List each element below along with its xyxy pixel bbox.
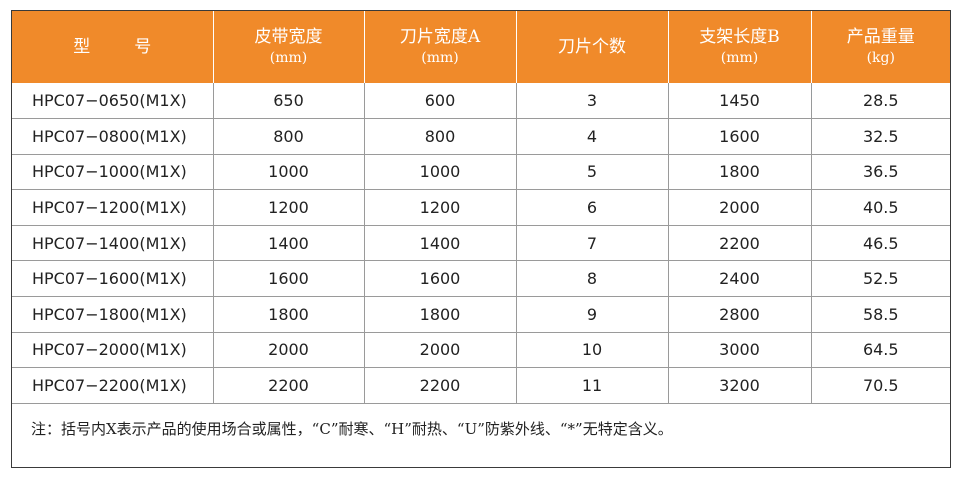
header-frame-length: 支架长度B (mm) — [668, 11, 812, 83]
cell-frame-length: 1600 — [668, 118, 812, 155]
table-row: HPC07−0800(M1X) 800 800 4 1600 32.5 — [12, 118, 950, 155]
cell-frame-length: 3200 — [668, 367, 812, 404]
cell-model: HPC07−1600(M1X) — [12, 260, 214, 298]
header-blade-count-label: 刀片个数 — [558, 37, 626, 57]
header-blade-count: 刀片个数 — [516, 11, 669, 83]
cell-blade-count: 9 — [516, 296, 669, 333]
cell-blade-width: 1200 — [364, 189, 517, 226]
cell-frame-length: 3000 — [668, 332, 812, 369]
footnote: 注：括号内X表示产品的使用场合或属性，“C”耐寒、“H”耐热、“U”防紫外线、“… — [31, 419, 673, 438]
header-frame-length-unit: (mm) — [720, 50, 759, 66]
cell-frame-length: 2200 — [668, 225, 812, 262]
cell-model: HPC07−1400(M1X) — [12, 225, 214, 262]
header-weight-label: 产品重量 — [846, 27, 915, 47]
cell-weight: 64.5 — [811, 332, 950, 369]
header-belt-width-unit: (mm) — [269, 50, 308, 66]
cell-blade-count: 11 — [516, 367, 669, 404]
cell-blade-width: 2000 — [364, 332, 517, 369]
cell-blade-count: 4 — [516, 118, 669, 155]
cell-weight: 40.5 — [811, 189, 950, 226]
header-frame-length-label: 支架长度B — [699, 27, 780, 47]
cell-model: HPC07−0650(M1X) — [12, 83, 214, 120]
header-weight: 产品重量 (kg) — [811, 11, 950, 83]
table-row: HPC07−1400(M1X) 1400 1400 7 2200 46.5 — [12, 225, 950, 262]
cell-model: HPC07−0800(M1X) — [12, 118, 214, 155]
cell-belt-width: 1000 — [213, 154, 365, 191]
cell-frame-length: 2400 — [668, 260, 812, 298]
table-row: HPC07−2200(M1X) 2200 2200 11 3200 70.5 — [12, 367, 950, 404]
table-row: HPC07−1200(M1X) 1200 1200 6 2000 40.5 — [12, 189, 950, 226]
header-belt-width-label: 皮带宽度 — [254, 27, 323, 47]
cell-blade-width: 1800 — [364, 296, 517, 333]
cell-blade-width: 2200 — [364, 367, 517, 404]
cell-belt-width: 800 — [213, 118, 365, 155]
cell-blade-width: 600 — [364, 83, 517, 120]
cell-weight: 52.5 — [811, 260, 950, 298]
table-row: HPC07−1800(M1X) 1800 1800 9 2800 58.5 — [12, 296, 950, 333]
table-row: HPC07−0650(M1X) 650 600 3 1450 28.5 — [12, 83, 950, 120]
spec-table-container: 型号 皮带宽度 (mm) 刀片宽度A (mm) 刀片个数 支架长度B (mm) — [11, 10, 951, 468]
cell-model: HPC07−2200(M1X) — [12, 367, 214, 404]
table-row: HPC07−2000(M1X) 2000 2000 10 3000 64.5 — [12, 332, 950, 369]
cell-model: HPC07−1800(M1X) — [12, 296, 214, 333]
cell-blade-count: 5 — [516, 154, 669, 191]
header-model-char-2: 号 — [134, 37, 152, 57]
header-weight-unit: (kg) — [866, 50, 895, 66]
cell-blade-count: 3 — [516, 83, 669, 120]
cell-weight: 58.5 — [811, 296, 950, 333]
cell-blade-width: 1400 — [364, 225, 517, 262]
cell-model: HPC07−1000(M1X) — [12, 154, 214, 191]
cell-blade-count: 7 — [516, 225, 669, 262]
table-header: 型号 皮带宽度 (mm) 刀片宽度A (mm) 刀片个数 支架长度B (mm) — [12, 11, 950, 83]
cell-blade-width: 800 — [364, 118, 517, 155]
cell-blade-width: 1600 — [364, 260, 517, 298]
cell-weight: 32.5 — [811, 118, 950, 155]
cell-belt-width: 1200 — [213, 189, 365, 226]
cell-blade-count: 10 — [516, 332, 669, 369]
cell-blade-width: 1000 — [364, 154, 517, 191]
cell-belt-width: 650 — [213, 83, 365, 120]
header-belt-width: 皮带宽度 (mm) — [213, 11, 365, 83]
spec-table: 型号 皮带宽度 (mm) 刀片宽度A (mm) 刀片个数 支架长度B (mm) — [12, 11, 950, 404]
cell-frame-length: 2800 — [668, 296, 812, 333]
cell-belt-width: 1400 — [213, 225, 365, 262]
cell-blade-count: 6 — [516, 189, 669, 226]
header-blade-width: 刀片宽度A (mm) — [364, 11, 517, 83]
cell-frame-length: 1800 — [668, 154, 812, 191]
cell-belt-width: 2200 — [213, 367, 365, 404]
cell-weight: 46.5 — [811, 225, 950, 262]
cell-blade-count: 8 — [516, 260, 669, 298]
header-row: 型号 皮带宽度 (mm) 刀片宽度A (mm) 刀片个数 支架长度B (mm) — [12, 11, 950, 83]
cell-frame-length: 2000 — [668, 189, 812, 226]
cell-model: HPC07−1200(M1X) — [12, 189, 214, 226]
cell-weight: 28.5 — [811, 83, 950, 120]
cell-belt-width: 1800 — [213, 296, 365, 333]
cell-weight: 36.5 — [811, 154, 950, 191]
cell-frame-length: 1450 — [668, 83, 812, 120]
cell-weight: 70.5 — [811, 367, 950, 404]
cell-belt-width: 2000 — [213, 332, 365, 369]
cell-belt-width: 1600 — [213, 260, 365, 298]
cell-model: HPC07−2000(M1X) — [12, 332, 214, 369]
header-model-char-1: 型 — [73, 37, 91, 57]
header-model: 型号 — [12, 11, 214, 83]
header-blade-width-unit: (mm) — [421, 50, 459, 66]
table-body: HPC07−0650(M1X) 650 600 3 1450 28.5 HPC0… — [12, 83, 950, 404]
table-row: HPC07−1600(M1X) 1600 1600 8 2400 52.5 — [12, 260, 950, 298]
header-blade-width-label: 刀片宽度A — [399, 27, 481, 47]
table-row: HPC07−1000(M1X) 1000 1000 5 1800 36.5 — [12, 154, 950, 191]
